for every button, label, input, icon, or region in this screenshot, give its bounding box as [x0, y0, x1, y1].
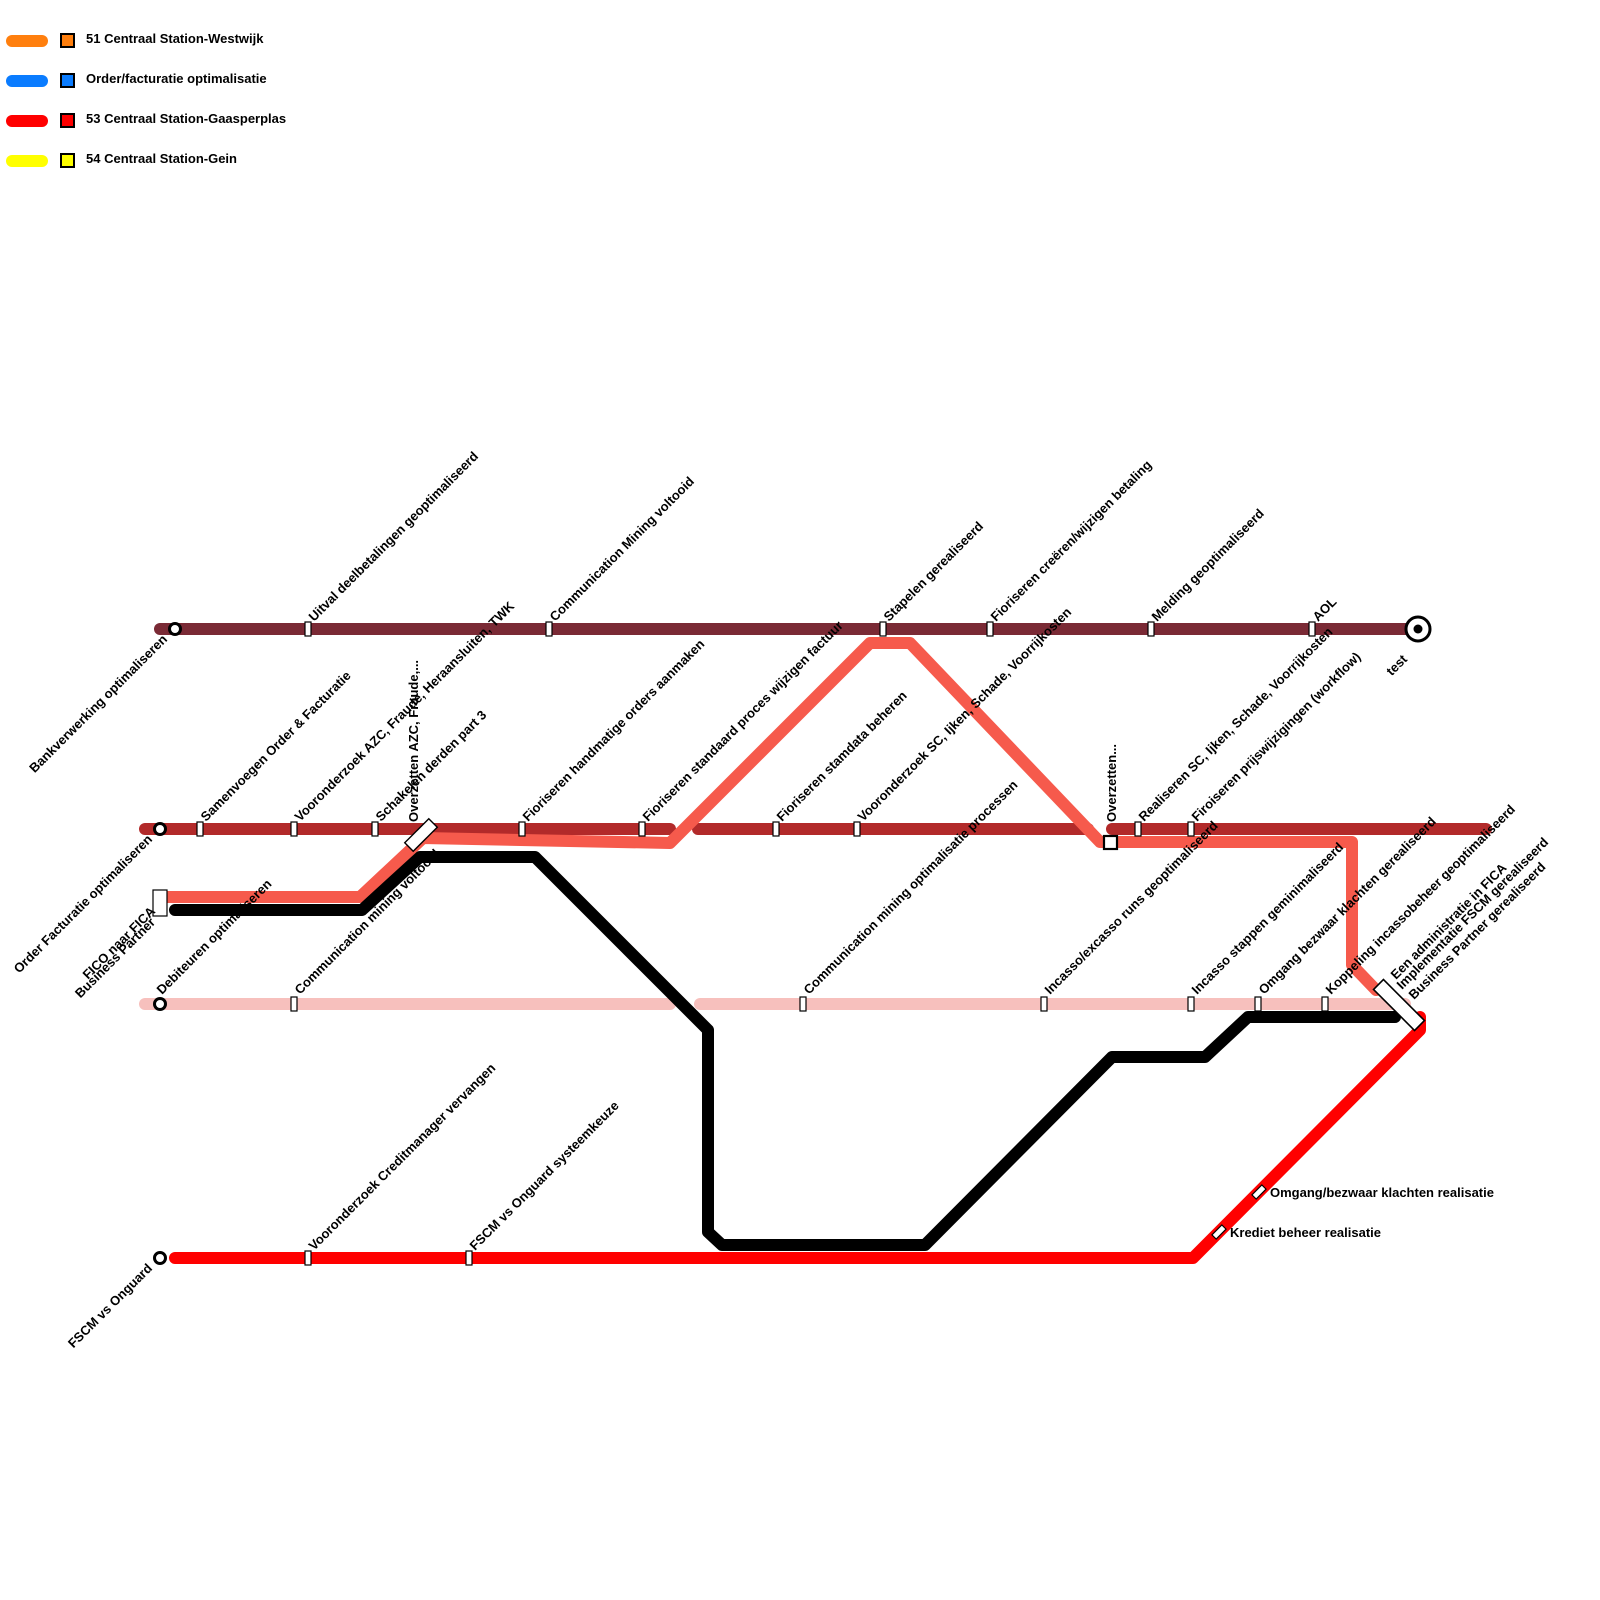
- station-label: Fioriseren handmatige orders aanmaken: [520, 636, 708, 824]
- route-line-black: [169, 851, 1401, 1251]
- route-line-red: [169, 1011, 1426, 1264]
- station-label: test: [1383, 651, 1410, 678]
- station-label: AOL: [1310, 594, 1340, 624]
- station-label: Bankverwerking optimaliseren: [26, 631, 170, 775]
- legend-label: 53 Centraal Station-Gaasperplas: [86, 111, 287, 126]
- legend-label: 51 Centraal Station-Westwijk: [86, 31, 264, 46]
- station-label: Vooronderzoek Creditmanager vervangen: [306, 1060, 499, 1253]
- station-label: FSCM vs Onguard: [65, 1260, 155, 1350]
- station-tick: [1254, 996, 1262, 1012]
- station-square: [1102, 834, 1119, 851]
- interchange-box: [403, 817, 439, 853]
- station-label: Samenvoegen Order & Facturatie: [198, 668, 354, 824]
- legend-swatch: [6, 155, 48, 167]
- station-tick: [518, 821, 526, 837]
- station-label: Implementatie FSCM gerealiseerd: [1394, 834, 1552, 992]
- station-label: Business Partner: [72, 915, 158, 1001]
- station-tick: [772, 821, 780, 837]
- line-start-circle: [153, 997, 167, 1011]
- station-label: Stapelen gerealiseerd: [881, 518, 987, 624]
- station-tick: [304, 1250, 312, 1266]
- station-tick: [1321, 996, 1329, 1012]
- legend-box-icon: [60, 33, 75, 48]
- station-label: Krediet beheer realisatie: [1230, 1225, 1381, 1240]
- station-tick: [371, 821, 379, 837]
- station-label: Realiseren SC, Ijken, Schade, Voorrijkos…: [1136, 624, 1336, 824]
- station-label: Communication mining optimalisatie proce…: [801, 777, 1021, 997]
- legend-swatch: [6, 115, 48, 127]
- station-tick: [465, 1250, 473, 1266]
- station-label: Order Facturatie optimaliseren: [11, 831, 155, 975]
- station-label: Communication Mining voltooid: [547, 474, 698, 625]
- station-label: Business Partner gerealiseerd: [1406, 859, 1549, 1002]
- station-tick: [1308, 621, 1316, 637]
- station-label: Uitval deelbetalingen geoptimaliseerd: [306, 448, 482, 624]
- legend-swatch: [6, 75, 48, 87]
- station-label: Fioriseren creëren/wijzigen betaling: [988, 457, 1155, 624]
- terminus-dot: [1413, 624, 1423, 634]
- line-start-circle: [168, 622, 182, 636]
- station-label: FSCM vs Onguard systeemkeuze: [467, 1098, 622, 1253]
- station-tick: [1251, 1184, 1267, 1200]
- station-tick: [196, 821, 204, 837]
- station-tick: [799, 996, 807, 1012]
- station-label: Overzetten AZC, Fraude,...: [406, 660, 421, 822]
- station-tick: [545, 621, 553, 637]
- station-tick: [304, 621, 312, 637]
- station-tick: [290, 996, 298, 1012]
- interchange-box: [1372, 978, 1426, 1032]
- station-label: Fioriseren stamdata beheren: [774, 688, 910, 824]
- legend-box-icon: [60, 153, 75, 168]
- station-tick: [1187, 821, 1195, 837]
- station-tick: [1147, 621, 1155, 637]
- legend-label: Order/facturatie optimalisatie: [86, 71, 267, 86]
- interchange-box: [152, 889, 168, 917]
- legend-label: 54 Centraal Station-Gein: [86, 151, 237, 166]
- station-marks: [152, 615, 1432, 1266]
- station-tick: [1134, 821, 1142, 837]
- station-label: Melding geoptimaliseerd: [1149, 506, 1267, 624]
- legend-box-icon: [60, 113, 75, 128]
- station-tick: [879, 621, 887, 637]
- route-lines: [139, 623, 1492, 1264]
- station-tick: [1187, 996, 1195, 1012]
- line-start-circle: [153, 822, 167, 836]
- station-tick: [853, 821, 861, 837]
- station-label: Communication mining voltooid: [292, 846, 443, 997]
- station-tick: [290, 821, 298, 837]
- station-tick: [1040, 996, 1048, 1012]
- station-label: Omgang/bezwaar klachten realisatie: [1270, 1185, 1494, 1200]
- station-tick: [986, 621, 994, 637]
- station-label: Overzetten...: [1104, 744, 1119, 822]
- legend-swatch: [6, 35, 48, 47]
- station-labels: Bankverwerking optimaliseren Order Factur…: [11, 448, 1552, 1350]
- line-start-circle: [153, 1251, 167, 1265]
- station-tick: [1211, 1224, 1227, 1240]
- legend-box-icon: [60, 73, 75, 88]
- route-line-salmon: [154, 637, 1382, 996]
- station-tick: [638, 821, 646, 837]
